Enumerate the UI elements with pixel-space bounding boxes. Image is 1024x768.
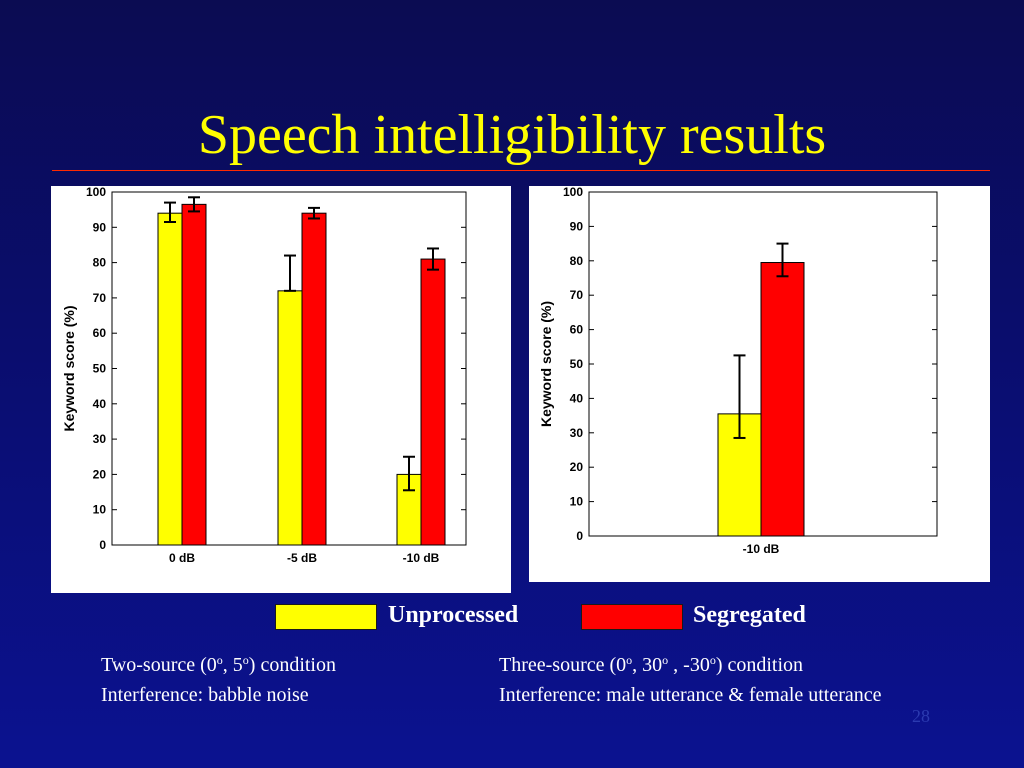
y-tick-label: 40 xyxy=(93,397,107,411)
y-tick-label: 70 xyxy=(570,288,584,302)
legend-label-segregated: Segregated xyxy=(693,602,806,628)
chart-panel-two-source: 0 10 20 30 40 50 60 70 80 90 100 Keyword score (%) 0… xyxy=(51,186,511,593)
bar-chart-two-source: 0 10 20 30 40 50 60 70 80 90 100 Keyword score (%) 0… xyxy=(61,186,467,565)
y-tick-label: 0 xyxy=(576,529,583,543)
caption-left-line2: Interference: babble noise xyxy=(101,684,309,706)
legend-swatch-segregated xyxy=(581,604,683,630)
caption-left-line1: Two-source (0o, 5o) condition xyxy=(101,653,336,676)
x-tick-label: -5 dB xyxy=(287,551,317,565)
slide-title: Speech intelligibility results xyxy=(197,104,827,166)
y-tick-label: 100 xyxy=(86,186,106,199)
caption-right: Three-source (0o, 30o , -30o) condition … xyxy=(499,645,882,710)
x-tick-label: -10 dB xyxy=(403,551,440,565)
x-tick-label: -10 dB xyxy=(743,542,780,556)
y-tick-label: 30 xyxy=(93,432,107,446)
legend-swatch-unprocessed xyxy=(275,604,377,630)
y-tick-label: 10 xyxy=(570,495,584,509)
y-axis-label: Keyword score (%) xyxy=(61,305,77,431)
bar-unprocessed-0db xyxy=(157,212,183,546)
caption-right-line1: Three-source (0o, 30o , -30o) condition xyxy=(499,653,804,676)
y-tick-label: 10 xyxy=(93,503,107,517)
y-tick-label: 30 xyxy=(570,426,584,440)
y-tick-label: 40 xyxy=(570,391,584,405)
y-tick-label: 60 xyxy=(93,326,107,340)
bar-segregated--5db xyxy=(301,212,327,546)
y-tick-label: 80 xyxy=(93,256,107,270)
bar-segregated--10db xyxy=(760,262,805,537)
y-tick-label: 50 xyxy=(570,357,584,371)
bar-segregated--10db xyxy=(420,258,446,546)
y-tick-label: 50 xyxy=(93,362,107,376)
y-tick-label: 90 xyxy=(93,220,107,234)
y-tick-label: 20 xyxy=(570,460,584,474)
bar-unprocessed--5db xyxy=(277,290,303,546)
caption-right-line2: Interference: male utterance & female ut… xyxy=(499,684,882,706)
y-tick-label: 20 xyxy=(93,467,107,481)
page-number: 28 xyxy=(912,706,930,726)
legend-label-unprocessed: Unprocessed xyxy=(388,602,519,628)
x-tick-label: 0 dB xyxy=(169,551,195,565)
y-tick-label: 90 xyxy=(570,219,584,233)
y-axis-label: Keyword score (%) xyxy=(538,301,554,427)
y-tick-label: 80 xyxy=(570,254,584,268)
y-tick-label: 100 xyxy=(563,186,583,199)
bar-segregated-0db xyxy=(181,203,207,546)
y-tick-label: 60 xyxy=(570,323,584,337)
chart-panel-three-source: 0 10 20 30 40 50 60 70 80 90 100 Keyword score (%) -… xyxy=(529,186,990,582)
y-tick-label: 0 xyxy=(99,538,106,552)
bar-chart-three-source: 0 10 20 30 40 50 60 70 80 90 100 Keyword score (%) -… xyxy=(538,186,938,556)
y-tick-label: 70 xyxy=(93,291,107,305)
title-divider xyxy=(52,170,990,171)
caption-left: Two-source (0o, 5o) condition Interferen… xyxy=(101,645,336,710)
